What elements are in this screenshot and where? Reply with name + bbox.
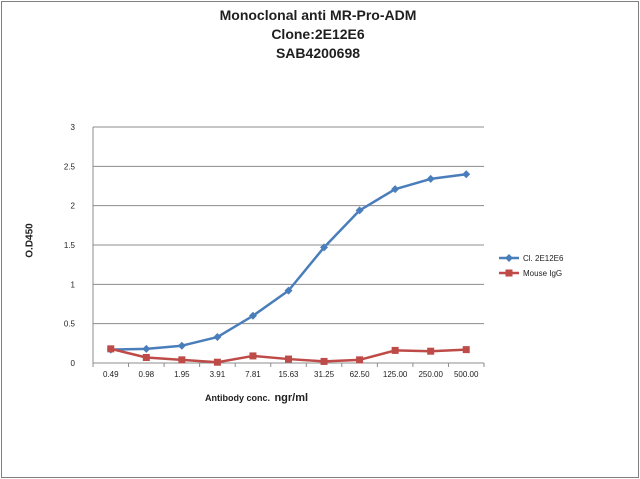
series-0-point-5 — [284, 286, 293, 295]
y-tick-label-0: 0 — [71, 359, 76, 368]
series-1-point-7 — [356, 356, 364, 364]
series-1-point-6 — [320, 357, 328, 365]
x-tick-label-4: 7.81 — [245, 370, 261, 379]
series-1-point-1 — [142, 353, 150, 361]
chart-title: Monoclonal anti MR-Pro-ADM Clone:2E12E6 … — [0, 6, 636, 63]
x-tick-label-9: 250.00 — [418, 370, 443, 379]
series-0-point-1 — [142, 344, 151, 353]
x-tick-label-0: 0.49 — [103, 370, 119, 379]
x-tick-label-1: 0.98 — [139, 370, 155, 379]
series-1-point-5 — [285, 355, 292, 363]
series-1-point-10 — [462, 346, 470, 354]
series-1-point-8 — [391, 346, 399, 354]
chart-title-line-2: Clone:2E12E6 — [271, 26, 365, 42]
y-tick-label-1: 0.5 — [64, 320, 76, 329]
legend-label-1: Mouse IgG — [523, 269, 562, 278]
series-1-point-0 — [107, 345, 115, 353]
x-axis-label-text: Antibody conc. — [205, 393, 270, 403]
series-0-point-6 — [320, 243, 329, 252]
y-tick-label-3: 1.5 — [64, 241, 76, 250]
series-0-point-8 — [391, 185, 400, 194]
x-tick-label-6: 31.25 — [314, 370, 335, 379]
x-tick-label-7: 62.50 — [350, 370, 371, 379]
y-axis-label: O.D450 — [24, 223, 36, 258]
chart-title-line-3: SAB4200698 — [275, 45, 361, 61]
series-1-point-3 — [213, 358, 221, 366]
series-0-point-2 — [177, 341, 186, 350]
y-tick-label-2: 1 — [71, 280, 76, 289]
x-tick-label-5: 15.63 — [278, 370, 299, 379]
y-tick-label-4: 2 — [71, 202, 76, 211]
x-axis-label: Antibody conc. ngr/ml — [205, 388, 308, 406]
x-tick-label-3: 3.91 — [210, 370, 226, 379]
x-tick-label-8: 125.00 — [383, 370, 408, 379]
y-tick-label-5: 2.5 — [64, 162, 76, 171]
legend-marker-1 — [505, 269, 513, 277]
series-0-point-7 — [355, 206, 364, 215]
series-0-point-4 — [248, 311, 257, 320]
x-tick-label-2: 1.95 — [174, 370, 190, 379]
series-1-point-4 — [249, 352, 257, 360]
series-1-point-9 — [427, 347, 435, 355]
chart-title-line-1: Monoclonal anti MR-Pro-ADM — [219, 7, 417, 23]
x-axis-label-unit: ngr/ml — [274, 392, 309, 404]
x-tick-label-10: 500.00 — [454, 370, 479, 379]
y-tick-label-6: 3 — [71, 123, 76, 132]
series-0-point-9 — [426, 174, 435, 183]
series-0-point-10 — [462, 170, 471, 179]
legend-marker-0 — [505, 254, 513, 262]
series-0-point-3 — [213, 333, 222, 342]
series-1-point-2 — [178, 356, 186, 364]
legend-label-0: Cl. 2E12E6 — [523, 254, 564, 263]
